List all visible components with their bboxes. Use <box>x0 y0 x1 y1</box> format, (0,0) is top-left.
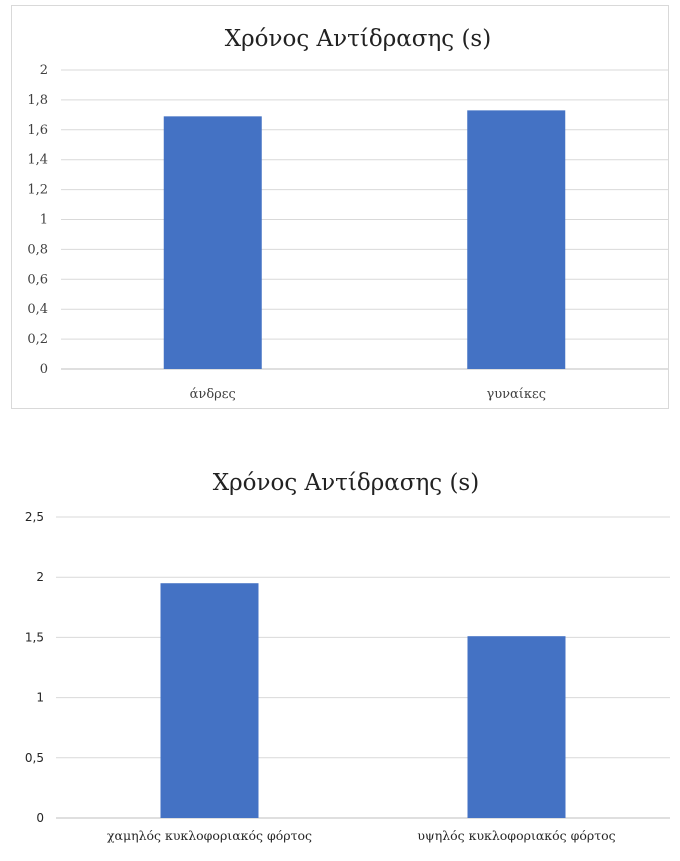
bar-1 <box>467 110 566 370</box>
chart-reaction-time-traffic: Χρόνος Αντίδρασης (s) 0 0,5 1 1,5 2 2,5 χαμηλό… <box>0 452 680 861</box>
y-tick-label-7: 1,4 <box>27 153 48 168</box>
y-tick-label-9: 1,8 <box>27 93 48 108</box>
y-tick-label-2: 1 <box>36 691 44 705</box>
category-label-0: χαμηλός κυκλοφοριακός φόρτος <box>107 828 312 843</box>
y-tick-label-1: 0,5 <box>25 751 44 765</box>
bar-0 <box>160 583 259 818</box>
y-tick-label-5: 1 <box>40 213 48 228</box>
y-tick-label-10: 2 <box>40 63 48 78</box>
chart-2-title: Χρόνος Αντίδρασης (s) <box>213 470 479 496</box>
bar-1 <box>467 636 566 818</box>
chart-2-svg: Χρόνος Αντίδρασης (s) 0 0,5 1 1,5 2 2,5 χαμηλό… <box>25 470 670 843</box>
y-tick-label-3: 1,5 <box>25 630 44 644</box>
y-tick-label-8: 1,6 <box>27 123 48 138</box>
chart-reaction-time-gender: Χρόνος Αντίδρασης (s) 0 0,2 0,4 0,6 0,8 1 1,2 1… <box>11 5 669 409</box>
y-tick-label-2: 0,4 <box>27 302 48 317</box>
y-tick-label-0: 0 <box>36 811 44 825</box>
y-tick-label-1: 0,2 <box>27 332 48 347</box>
y-tick-label-4: 2 <box>36 570 44 584</box>
y-tick-label-5: 2,5 <box>25 510 44 524</box>
y-tick-label-3: 0,6 <box>27 272 48 287</box>
chart-1-svg: Χρόνος Αντίδρασης (s) 0 0,2 0,4 0,6 0,8 1 1,2 1… <box>27 26 668 402</box>
bar-0 <box>163 116 262 369</box>
y-tick-label-4: 0,8 <box>27 242 48 257</box>
chart-1-title: Χρόνος Αντίδρασης (s) <box>225 26 491 52</box>
category-label-1: γυναίκες <box>486 387 546 402</box>
y-tick-label-0: 0 <box>40 362 48 377</box>
y-tick-label-6: 1,2 <box>27 183 48 198</box>
category-label-0: άνδρες <box>190 387 236 402</box>
category-label-1: υψηλός κυκλοφοριακός φόρτος <box>417 828 615 843</box>
